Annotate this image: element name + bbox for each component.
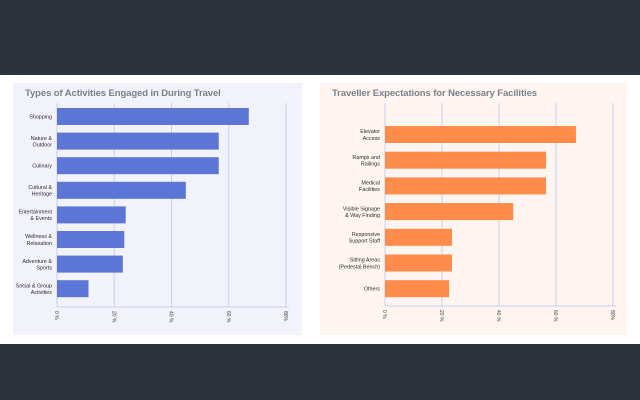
category-label-line: Others — [364, 287, 380, 293]
category-label-line: & Events — [30, 216, 52, 222]
category-label-line: Cultural & — [28, 185, 52, 191]
category-label-line: Railings — [361, 162, 380, 168]
x-tick-label: 20 % — [438, 310, 444, 322]
category-label-line: Heritage — [32, 192, 52, 198]
chart-title-facilities: Traveller Expectations for Necessary Fac… — [332, 88, 537, 99]
category-label-line: Sports — [36, 265, 52, 271]
category-label-line: Sitting Areas — [350, 258, 381, 264]
bar — [57, 231, 125, 248]
bar — [57, 132, 219, 150]
category-label: Culinary — [32, 164, 52, 170]
bar — [385, 177, 547, 195]
category-label-line: Responsive — [352, 232, 380, 238]
bar — [385, 228, 452, 246]
category-label-line: Outdoor — [33, 142, 53, 148]
category-label: Social & Group Activities — [16, 283, 53, 296]
bar — [385, 151, 547, 169]
bar — [385, 280, 450, 298]
category-label: Elevator Access — [360, 129, 380, 142]
activities-chart-card: Types of Activities Engaged in During Tr… — [13, 83, 302, 335]
category-label-line: Facilities — [359, 187, 380, 193]
category-label: Others — [364, 287, 380, 293]
x-tick-label: 80% — [282, 311, 288, 322]
bar — [57, 280, 89, 298]
category-label-line: Medical — [361, 181, 380, 187]
x-tick-label: 60 % — [552, 310, 558, 322]
bar — [385, 126, 576, 143]
category-label-line: Culinary — [32, 164, 52, 170]
category-label: Responsive Support Staff — [349, 232, 381, 245]
x-tick-label: 40 % — [168, 311, 174, 323]
bar — [57, 157, 219, 175]
category-label: Medical Facilities — [359, 181, 380, 194]
top-dark-band — [0, 0, 640, 75]
category-label: Shopping — [29, 115, 52, 121]
facilities-bar-chart: Elevator Access Ramps and Railings Medical Fa… — [339, 103, 616, 322]
category-label-line: Elevator — [360, 129, 380, 135]
category-label: Adventure & Sports — [22, 259, 52, 272]
category-label-line: Nature & — [31, 136, 53, 142]
bar — [385, 203, 514, 221]
category-label: Wellness & Relaxation — [25, 234, 52, 247]
category-label-line: (Pedestal Bench) — [339, 264, 381, 270]
category-label: Ramps and Railings — [352, 155, 380, 168]
bar — [385, 254, 452, 272]
category-label-line: Social & Group — [16, 283, 52, 289]
activities-bar-chart: Shopping Nature & Outdoor Culinary Cultural … — [16, 103, 289, 323]
bar — [57, 108, 249, 125]
category-label: Nature & Outdoor — [31, 136, 53, 149]
x-tick-label: 0 % — [381, 310, 387, 319]
bottom-dark-band — [0, 344, 640, 400]
category-label-line: Activities — [31, 290, 53, 296]
category-label-line: & Way Finding — [345, 213, 380, 219]
category-label-line: Support Staff — [349, 239, 381, 245]
category-label-line: Adventure & — [22, 259, 52, 265]
category-label: Sitting Areas (Pedestal Bench) — [339, 258, 381, 271]
category-label-line: Relaxation — [27, 241, 52, 247]
category-label-line: Wellness & — [25, 234, 52, 240]
bar — [57, 206, 126, 224]
category-label-line: Entertainment — [18, 210, 52, 216]
chart-title-activities: Types of Activities Engaged in During Tr… — [25, 88, 221, 99]
x-tick-label: 80% — [609, 310, 615, 321]
x-tick-label: 20 % — [110, 311, 116, 323]
facilities-chart-card: Traveller Expectations for Necessary Fac… — [320, 83, 627, 335]
x-tick-label: 0 % — [53, 311, 59, 320]
x-tick-label: 60 % — [225, 311, 231, 323]
bar — [57, 181, 186, 199]
category-label-line: Ramps and — [352, 155, 380, 161]
bar — [57, 255, 123, 273]
category-label: Entertainment & Events — [18, 210, 52, 223]
category-label-line: Shopping — [29, 115, 52, 121]
category-label-line: Visible Signage — [343, 206, 380, 212]
category-label: Cultural & Heritage — [28, 185, 52, 198]
category-label-line: Access — [363, 136, 381, 142]
x-tick-label: 40 % — [495, 310, 501, 322]
category-label: Visible Signage & Way Finding — [343, 206, 380, 219]
